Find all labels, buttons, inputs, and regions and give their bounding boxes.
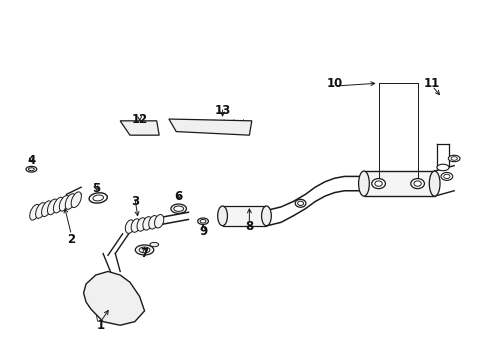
Ellipse shape (154, 215, 163, 228)
Text: 1: 1 (97, 319, 104, 332)
Ellipse shape (371, 179, 385, 189)
Text: 7: 7 (140, 247, 148, 260)
Ellipse shape (36, 203, 46, 218)
Ellipse shape (89, 193, 107, 203)
Ellipse shape (436, 164, 448, 171)
Ellipse shape (173, 206, 183, 211)
Polygon shape (168, 119, 251, 135)
Ellipse shape (413, 181, 420, 186)
Ellipse shape (47, 199, 58, 215)
Text: 13: 13 (214, 104, 230, 117)
Ellipse shape (170, 204, 186, 213)
Ellipse shape (440, 172, 452, 180)
Polygon shape (83, 271, 144, 325)
Ellipse shape (261, 206, 271, 226)
Ellipse shape (428, 171, 439, 196)
Ellipse shape (93, 195, 103, 201)
Ellipse shape (450, 157, 456, 160)
Text: 11: 11 (423, 77, 440, 90)
Text: 5: 5 (91, 183, 100, 195)
Ellipse shape (374, 181, 382, 186)
Ellipse shape (28, 168, 34, 171)
Ellipse shape (53, 197, 63, 213)
Ellipse shape (59, 195, 69, 211)
Ellipse shape (71, 192, 81, 208)
Text: 2: 2 (67, 233, 75, 246)
Polygon shape (120, 121, 159, 135)
Ellipse shape (200, 220, 205, 223)
Ellipse shape (26, 166, 37, 172)
Text: 4: 4 (27, 154, 36, 167)
Ellipse shape (217, 206, 227, 226)
Ellipse shape (148, 216, 158, 229)
Text: 10: 10 (326, 77, 342, 90)
Ellipse shape (125, 220, 134, 233)
Bar (363, 171, 434, 196)
Text: 3: 3 (130, 195, 139, 208)
Text: 12: 12 (131, 113, 147, 126)
Bar (222, 206, 266, 226)
Ellipse shape (137, 218, 146, 231)
Ellipse shape (295, 199, 305, 207)
Ellipse shape (410, 179, 424, 189)
Ellipse shape (139, 247, 150, 253)
Text: 9: 9 (199, 225, 207, 238)
Text: 6: 6 (174, 190, 183, 203)
Ellipse shape (150, 242, 158, 247)
Ellipse shape (30, 204, 40, 220)
Ellipse shape (358, 171, 368, 196)
Ellipse shape (297, 201, 303, 206)
Ellipse shape (447, 155, 459, 162)
Ellipse shape (65, 194, 75, 210)
Ellipse shape (443, 174, 449, 179)
Ellipse shape (197, 218, 208, 225)
Text: 8: 8 (245, 220, 253, 233)
Ellipse shape (131, 219, 140, 232)
Ellipse shape (41, 201, 52, 216)
Ellipse shape (135, 245, 154, 255)
Ellipse shape (142, 217, 152, 230)
